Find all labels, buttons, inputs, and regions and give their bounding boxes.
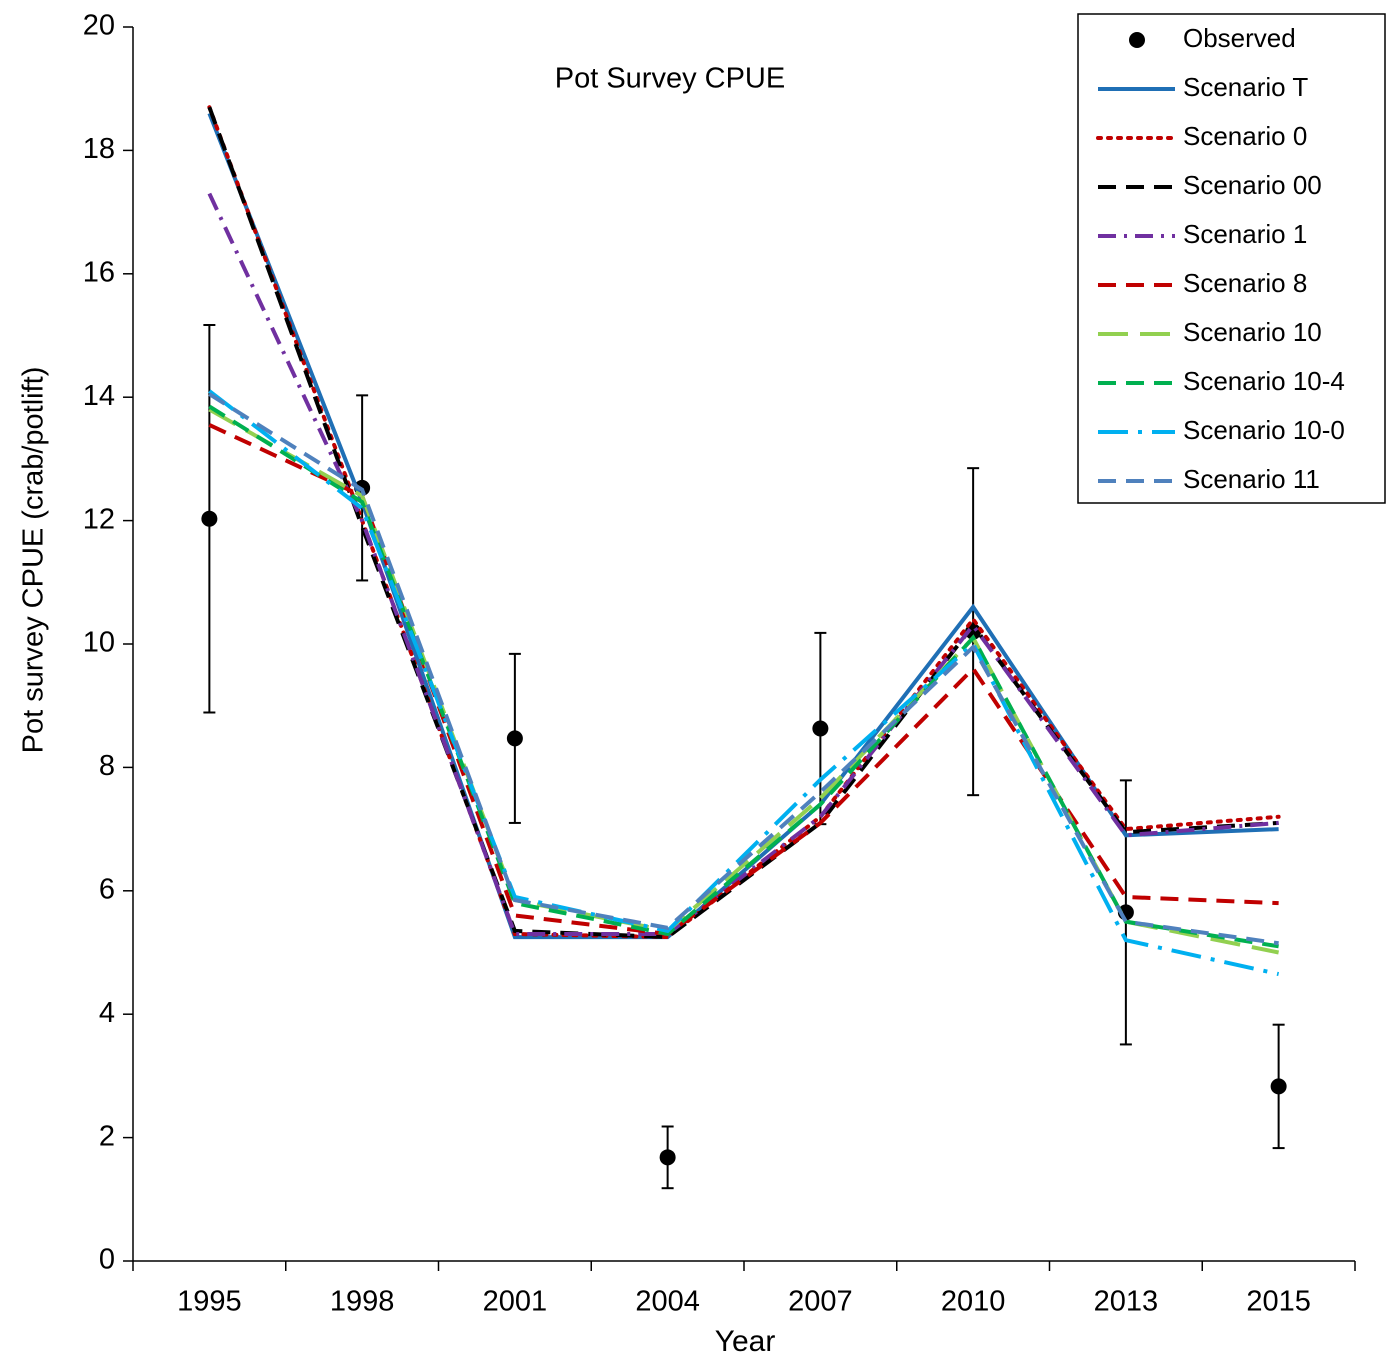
y-tick-label: 12 xyxy=(83,503,115,535)
x-tick-label: 2013 xyxy=(1094,1286,1159,1318)
legend-label: Scenario 11 xyxy=(1183,464,1320,494)
legend-label: Scenario 1 xyxy=(1183,219,1307,249)
legend-label: Observed xyxy=(1183,23,1296,53)
legend-box xyxy=(1077,13,1386,504)
y-tick-label: 6 xyxy=(99,873,115,905)
y-axis-label: Pot survey CPUE (crab/potlift) xyxy=(18,367,50,754)
legend-marker xyxy=(1129,32,1145,48)
legend-label: Scenario 10-4 xyxy=(1183,366,1345,396)
series-line xyxy=(208,404,1279,949)
x-tick-label: 2015 xyxy=(1246,1286,1311,1318)
x-tick-label: 2010 xyxy=(941,1286,1006,1318)
chart-title: Pot Survey CPUE xyxy=(555,63,785,95)
y-tick-label: 20 xyxy=(83,10,115,42)
observed-point xyxy=(812,720,829,737)
x-axis-label: Year xyxy=(715,1325,776,1358)
y-tick-label: 0 xyxy=(99,1244,115,1276)
observed-point xyxy=(506,730,523,747)
observed-point xyxy=(201,510,218,527)
series-line xyxy=(208,392,1279,946)
legend-label: Scenario 8 xyxy=(1183,268,1307,298)
x-tick-label: 1995 xyxy=(177,1286,242,1318)
y-tick-label: 14 xyxy=(83,380,115,412)
x-tick-label: 1998 xyxy=(330,1286,395,1318)
y-tick-label: 18 xyxy=(83,133,115,165)
x-tick-label: 2001 xyxy=(483,1286,548,1318)
x-tick-label: 2007 xyxy=(788,1286,853,1318)
observed-point xyxy=(659,1149,676,1166)
y-tick-label: 2 xyxy=(99,1120,115,1152)
series-line xyxy=(208,389,1280,977)
y-tick-label: 4 xyxy=(99,997,115,1029)
observed-point xyxy=(1270,1078,1287,1095)
series-line xyxy=(207,192,1279,936)
series-line xyxy=(208,423,1279,937)
legend-label: Scenario T xyxy=(1183,72,1308,102)
legend-label: Scenario 00 xyxy=(1183,170,1322,200)
legend-label: Scenario 10 xyxy=(1183,317,1322,347)
legend-label: Scenario 10-0 xyxy=(1183,415,1345,445)
x-tick-label: 2004 xyxy=(635,1286,700,1318)
legend-label: Scenario 0 xyxy=(1183,121,1307,151)
y-tick-label: 16 xyxy=(83,256,115,288)
y-tick-label: 8 xyxy=(99,750,115,782)
y-tick-label: 10 xyxy=(83,627,115,659)
